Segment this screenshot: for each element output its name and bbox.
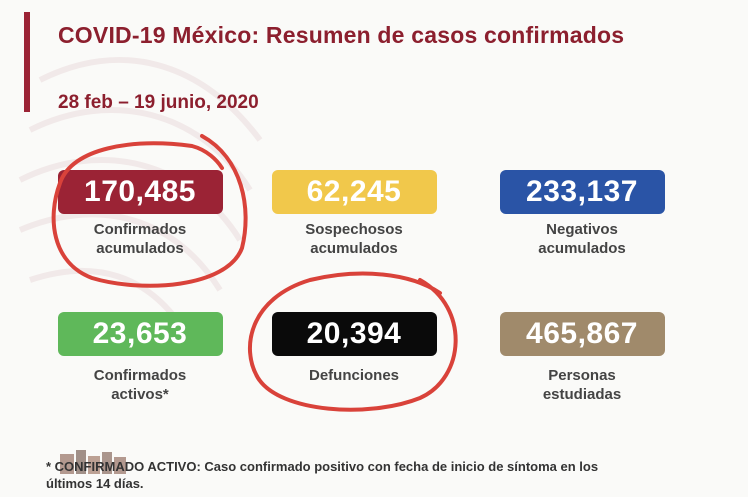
accent-bar xyxy=(24,12,30,112)
card-label: Negativos acumulados xyxy=(482,220,682,258)
label-line-2: acumulados xyxy=(310,240,398,257)
label-line-1: Personas xyxy=(548,367,616,384)
label-line-1: Confirmados xyxy=(93,221,187,238)
government-seal-icon xyxy=(60,450,126,474)
label-line-2: acumulados xyxy=(538,240,626,257)
value-box: 465,867 xyxy=(499,312,665,356)
card-label: Confirmados activos* xyxy=(40,366,240,404)
date-range: 28 feb – 19 junio, 2020 xyxy=(58,92,259,113)
footnote: * CONFIRMADO ACTIVO: Caso confirmado pos… xyxy=(46,458,706,492)
card-label: Confirmados acumulados xyxy=(40,220,240,258)
card-label: Sospechosos acumulados xyxy=(254,220,454,258)
label-line-2: estudiadas xyxy=(542,386,622,403)
value-box: 20,394 xyxy=(271,312,437,356)
card-people-studied: 465,867 Personas estudiadas xyxy=(482,312,682,404)
label-line-2: activos* xyxy=(111,386,169,403)
card-suspected-cumulative: 62,245 Sospechosos acumulados xyxy=(254,170,454,258)
footnote-line-2: últimos 14 días. xyxy=(46,476,144,491)
card-negative-cumulative: 233,137 Negativos acumulados xyxy=(482,170,682,258)
label-line-1: Confirmados xyxy=(93,367,187,384)
value-box: 23,653 xyxy=(57,312,223,356)
value-box: 170,485 xyxy=(57,170,223,214)
label-line-1: Negativos xyxy=(546,221,618,238)
card-label: Defunciones xyxy=(254,366,454,385)
page-title: COVID-19 México: Resumen de casos confir… xyxy=(58,22,625,48)
label-line-2: acumulados xyxy=(96,240,184,257)
card-confirmed-active: 23,653 Confirmados activos* xyxy=(40,312,240,404)
footnote-line-1: * CONFIRMADO ACTIVO: Caso confirmado pos… xyxy=(46,459,599,474)
label-line-1: Sospechosos xyxy=(305,221,403,238)
card-deaths: 20,394 Defunciones xyxy=(254,312,454,385)
value-box: 62,245 xyxy=(271,170,437,214)
card-confirmed-cumulative: 170,485 Confirmados acumulados xyxy=(40,170,240,258)
label-line-1: Defunciones xyxy=(308,367,399,384)
card-label: Personas estudiadas xyxy=(482,366,682,404)
value-box: 233,137 xyxy=(499,170,665,214)
